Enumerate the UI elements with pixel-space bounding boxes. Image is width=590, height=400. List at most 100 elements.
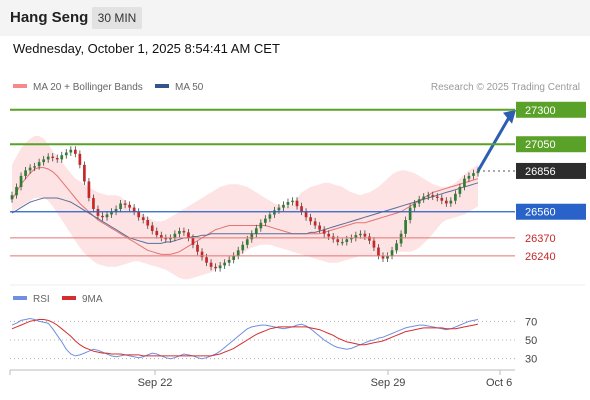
candle-body	[363, 233, 367, 237]
candle-body	[87, 181, 91, 198]
candle-body	[51, 156, 55, 158]
candle-body	[327, 233, 331, 237]
candle-body	[55, 158, 59, 160]
candle-body	[345, 239, 349, 243]
candle-body	[123, 203, 127, 205]
candle-body	[282, 204, 285, 208]
candle-body	[60, 155, 64, 160]
candle-body	[182, 231, 186, 233]
candle-body	[336, 239, 340, 243]
ma20-legend-swatch	[13, 84, 27, 88]
candle-body	[241, 244, 245, 251]
level-box-pivot	[516, 203, 586, 220]
candle-body	[440, 197, 444, 201]
candle-body	[191, 237, 195, 245]
candle-body	[227, 259, 231, 263]
x-tick-label: Oct 6	[486, 377, 512, 389]
candle-body	[408, 207, 412, 220]
candle-body	[381, 255, 385, 259]
datetime-label: Wednesday, October 1, 2025 8:54:41 AM CE…	[13, 41, 280, 56]
price-chart	[10, 109, 516, 280]
candle-body	[155, 231, 159, 236]
candle-body	[15, 186, 18, 196]
candle-body	[404, 220, 407, 234]
candle-body	[33, 166, 36, 168]
candle-body	[422, 196, 426, 200]
rsi-series-ma9	[11, 319, 479, 357]
candle-body	[214, 266, 217, 269]
candle-body	[318, 225, 321, 230]
rsi-legend-swatch	[13, 296, 27, 300]
candle-body	[141, 217, 145, 220]
candle-body	[286, 202, 290, 205]
candle-body	[64, 152, 68, 156]
candle-body	[291, 200, 294, 203]
candle-body	[119, 203, 122, 209]
candle-body	[187, 232, 190, 238]
level-label: 27300	[525, 105, 556, 117]
candle-body	[259, 222, 263, 229]
candle-body	[250, 233, 254, 240]
candle-body	[169, 237, 172, 240]
candle-body	[449, 200, 453, 204]
candle-body	[463, 178, 466, 187]
candle-body	[105, 214, 109, 218]
candle-body	[178, 231, 181, 234]
candle-body	[132, 207, 136, 212]
x-tick-label: Sep 29	[371, 377, 406, 389]
candle-body	[128, 204, 131, 208]
ma20-legend-label: MA 20 + Bollinger Bands	[33, 82, 143, 93]
rsi-tick-label: 50	[525, 335, 537, 347]
candle-body	[110, 211, 113, 215]
candle-body	[368, 236, 371, 241]
rsi-legend-label: RSI	[33, 294, 50, 305]
candle-body	[69, 149, 73, 153]
candle-body	[236, 250, 240, 256]
ma50-legend-swatch	[155, 84, 169, 88]
candle-body	[390, 250, 394, 256]
candle-body	[435, 196, 439, 198]
candle-body	[254, 228, 258, 234]
candle-body	[28, 167, 32, 171]
candle-body	[277, 207, 281, 211]
candle-body	[137, 211, 141, 218]
level-box-resistance	[516, 101, 586, 118]
bollinger-band	[12, 136, 478, 280]
candle-body	[200, 251, 204, 258]
candle-body	[92, 197, 95, 209]
candle-body	[273, 210, 276, 215]
candle-body	[19, 175, 23, 187]
candle-body	[413, 203, 417, 208]
candle-body	[426, 195, 430, 197]
candle-body	[304, 211, 308, 218]
candle-body	[313, 221, 317, 226]
candle-body	[467, 175, 471, 179]
candle-body	[164, 237, 168, 240]
chart-header: Hang Seng 30 MIN	[0, 0, 590, 36]
candle-body	[322, 229, 326, 234]
level-box-resistance	[516, 136, 586, 153]
candle-body	[295, 200, 299, 207]
candle-body	[205, 257, 208, 263]
candle-body	[218, 265, 222, 269]
level-label: 27050	[525, 139, 556, 151]
candle-body	[209, 262, 213, 267]
rsi-series-rsi	[11, 317, 479, 360]
candle-body	[10, 195, 14, 200]
candle-body	[24, 170, 27, 176]
candle-body	[340, 242, 344, 244]
candle-body	[159, 235, 163, 238]
candle-body	[146, 220, 150, 226]
candle-body	[417, 199, 421, 204]
candle-body	[386, 255, 389, 259]
interval-button[interactable]: 30 MIN	[92, 7, 142, 29]
x-axis: Sep 22 Sep 29 Oct 6	[9, 370, 512, 389]
candle-body	[114, 208, 118, 212]
candle-body	[454, 193, 457, 201]
rsi-chart: 70 50 30	[10, 316, 537, 366]
candle-body	[472, 173, 475, 176]
candle-body	[377, 247, 380, 256]
candle-body	[173, 233, 177, 238]
candle-body	[83, 164, 86, 182]
level-box-last	[516, 162, 586, 179]
